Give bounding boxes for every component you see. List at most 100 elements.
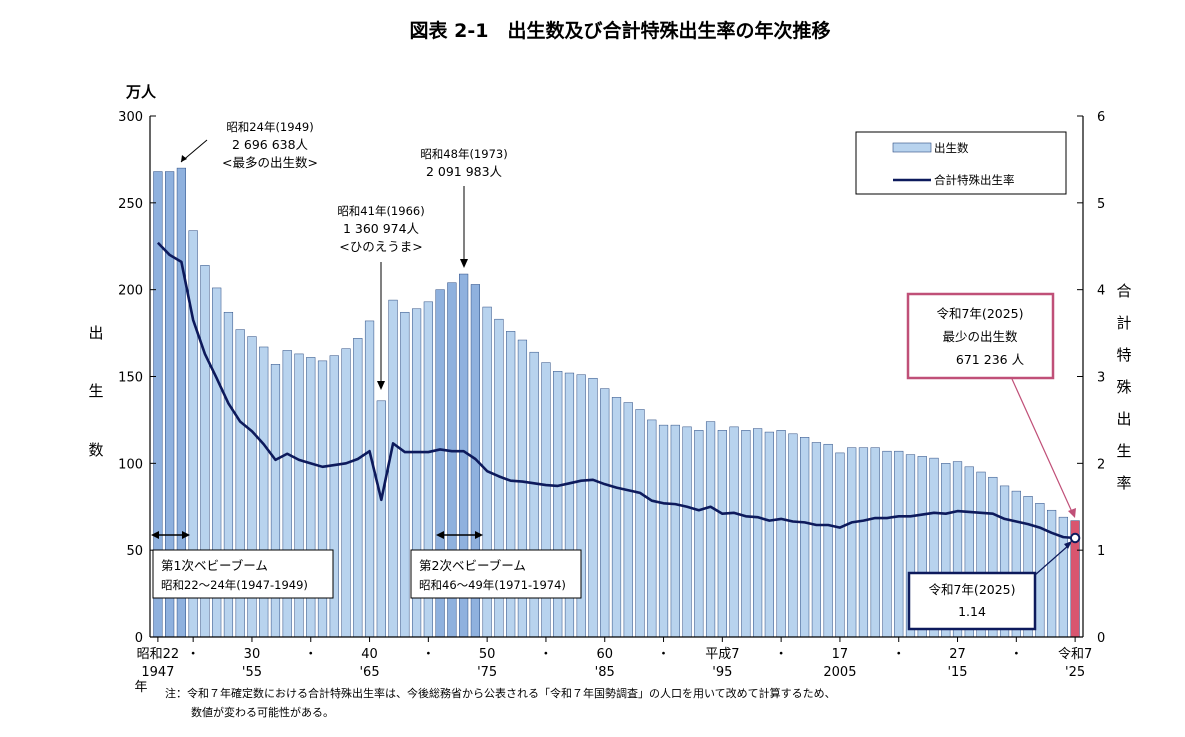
bar-1964: [353, 338, 363, 638]
x-tick-sublabel: '85: [595, 665, 615, 680]
annotation-text: 昭和41年(1966): [337, 204, 424, 218]
arrow-left-icon: [436, 531, 444, 539]
bar-1993: [694, 430, 704, 638]
x-tick-label: ・: [304, 647, 317, 662]
bar-2004: [823, 443, 833, 638]
callout-2025-births: 令和7年(2025) 最少の出生数 671 236 人: [906, 292, 1076, 518]
left-axis-label-char: 出: [88, 324, 103, 342]
right-axis-label-char: 殊: [1116, 378, 1131, 396]
callout-text: 最少の出生数: [942, 329, 1018, 344]
arrow-left-icon: [151, 531, 159, 539]
bar-1985: [600, 388, 610, 638]
x-tick-label: ・: [1010, 647, 1023, 662]
right-tick-label: 5: [1097, 197, 1105, 212]
annotation-text: 昭和24年(1949): [226, 120, 313, 134]
boom-range: 昭和46～49年(1971-1974): [419, 578, 566, 592]
annotation-text: 昭和48年(1973): [420, 147, 507, 161]
right-tick-label: 3: [1097, 371, 1105, 386]
bar-1994: [705, 421, 716, 638]
bar-2010: [894, 450, 904, 638]
left-tick-label: 100: [118, 457, 143, 472]
chart-title: 図表 2-1 出生数及び合計特殊出生率の年次推移: [410, 19, 831, 42]
bar-1986: [611, 397, 622, 638]
bar-1965: [364, 320, 375, 638]
bar-1990: [658, 424, 669, 638]
annotation-1949: 昭和24年(1949) 2 696 638人 <最多の出生数>: [180, 120, 318, 170]
first-baby-boom: 第1次ベビーブーム 昭和22～24年(1947-1949): [151, 531, 334, 599]
right-axis-label-char: 合: [1116, 282, 1131, 300]
x-tick-label: 40: [361, 647, 378, 662]
bar-2023: [1047, 509, 1057, 638]
x-tick-label: 50: [479, 647, 496, 662]
bar-1995: [717, 430, 727, 638]
bar-2001: [788, 433, 798, 638]
bar-2006: [847, 447, 857, 638]
x-tick-label: ・: [892, 647, 905, 662]
left-tick-label: 0: [135, 631, 143, 646]
tfr-2025-marker: [1069, 532, 1081, 544]
right-tick-label: 0: [1097, 631, 1105, 646]
bar-1996: [729, 426, 739, 638]
right-tick-label: 1: [1097, 544, 1105, 559]
x-tick-sublabel: '25: [1065, 665, 1085, 680]
bar-1984: [588, 377, 598, 638]
footnote-line-1: 注：令和７年確定数における合計特殊出生率は、今後総務省から公表される「令和７年国…: [165, 686, 836, 700]
boom-box: [410, 549, 582, 599]
left-tick-label: 200: [118, 284, 143, 299]
annotation-text: <最多の出生数>: [222, 155, 318, 170]
x-tick-label: 30: [244, 647, 261, 662]
boom-name: 第2次ベビーブーム: [419, 558, 526, 573]
x-tick-sublabel: '65: [359, 665, 379, 680]
bar-1963: [341, 348, 351, 638]
left-axis-unit: 万人: [125, 83, 157, 101]
left-axis-label-char: 数: [88, 441, 103, 459]
second-baby-boom: 第2次ベビーブーム 昭和46～49年(1971-1974): [410, 531, 582, 599]
x-tick-sublabel: '15: [947, 665, 967, 680]
x-tick-sublabel: '75: [477, 665, 497, 680]
legend-bar-swatch: [892, 142, 932, 153]
x-tick-label: 27: [949, 647, 966, 662]
boom-range: 昭和22～24年(1947-1949): [161, 578, 308, 592]
bar-2008: [870, 447, 880, 638]
bar-1999: [764, 431, 774, 638]
right-axis-label-char: 計: [1116, 314, 1131, 332]
x-tick-label: 17: [832, 647, 849, 662]
bar-1989: [647, 419, 657, 638]
annotation-1973: 昭和48年(1973) 2 091 983人: [420, 147, 508, 268]
annotation-text: 2 696 638人: [232, 137, 309, 152]
arrow-right-icon: [182, 531, 190, 539]
x-tick-label: 令和7: [1058, 647, 1092, 662]
bar-2002: [800, 437, 810, 638]
bar-1987: [623, 402, 633, 638]
arrow-head-icon: [377, 381, 385, 390]
x-tick-sublabel: 2005: [823, 665, 856, 680]
bar-1991: [670, 424, 680, 638]
boom-name: 第1次ベビーブーム: [161, 558, 268, 573]
footnote-line-2: 数値が変わる可能性がある。: [191, 705, 334, 719]
right-axis-label-char: 生: [1116, 442, 1131, 460]
right-axis-label-char: 率: [1116, 474, 1131, 492]
bar-2007: [858, 447, 869, 638]
arrow-head-icon: [1068, 508, 1076, 518]
left-tick-label: 250: [118, 197, 143, 212]
left-tick-label: 300: [118, 110, 143, 125]
x-tick-label: 昭和22: [137, 647, 180, 662]
boom-box: [152, 549, 334, 599]
right-tick-label: 2: [1097, 457, 1105, 472]
x-axis-year-label: 年: [134, 680, 147, 695]
x-tick-sublabel: '95: [712, 665, 732, 680]
right-axis-label-char: 特: [1116, 346, 1131, 364]
tfr-series-line: [156, 241, 1076, 540]
right-axis-label-char: 出: [1116, 410, 1131, 428]
left-tick-label: 150: [118, 371, 143, 386]
annotation-text: 2 091 983人: [426, 164, 503, 179]
x-tick-label: 60: [596, 647, 613, 662]
legend-births-label: 出生数: [934, 141, 969, 155]
bar-1992: [682, 426, 692, 638]
callout-pointer: [1011, 378, 1073, 513]
right-axis-ticks: 0 1 2 3 4 5 6: [1077, 110, 1105, 646]
arrow-head-icon: [1064, 541, 1072, 549]
bar-2000: [776, 430, 786, 638]
x-tick-sublabel: 1947: [141, 665, 174, 680]
right-tick-label: 4: [1097, 284, 1105, 299]
